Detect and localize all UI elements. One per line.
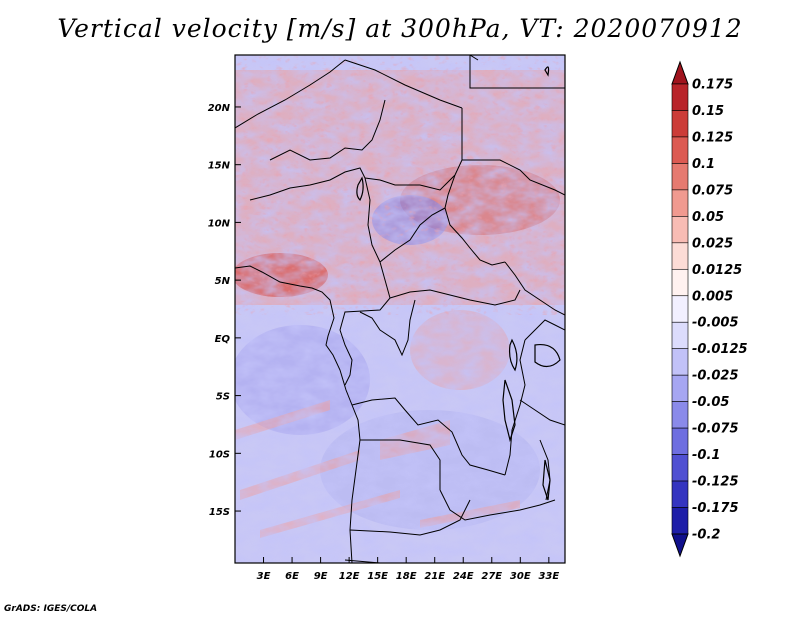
colorbar-label: -0.175 — [692, 501, 739, 516]
colorbar-label: 0.175 — [692, 78, 733, 93]
colorbar: 0.175 0.15 0.125 0.1 0.075 0.05 0.025 0.0125 0.0… — [671, 60, 748, 558]
lat-tick-label: EQ — [215, 334, 231, 345]
border-gabon-congo — [339, 329, 353, 386]
lon-tick-label: 24E — [453, 571, 474, 582]
lon-tick-label: 9E — [314, 571, 328, 582]
grads-credit: GrADS: IGES/COLA — [4, 604, 98, 614]
lake-albert — [508, 338, 518, 372]
colorbar-swatch — [671, 110, 689, 138]
coastline-west — [235, 265, 361, 563]
colorbar-swatch — [671, 348, 689, 376]
lat-tick-label: 10S — [209, 449, 230, 460]
border-burkina-ghana — [249, 167, 366, 201]
colorbar-swatch — [671, 295, 689, 323]
colorbar-label: -0.005 — [692, 316, 739, 331]
colorbar-label: 0.125 — [692, 130, 733, 145]
lake-malawi — [542, 459, 551, 501]
colorbar-swatch — [671, 480, 689, 508]
border-niger-nigeria — [364, 174, 456, 191]
border-tanzania — [519, 399, 565, 426]
colorbar-swatch — [671, 401, 689, 429]
border-chad-car — [444, 174, 506, 266]
colorbar-label: -0.05 — [692, 395, 729, 410]
colorbar-swatch — [671, 189, 689, 217]
lake-victoria — [534, 343, 561, 368]
colorbar-label: -0.075 — [692, 422, 739, 437]
colorbar-label: 0.05 — [692, 210, 724, 225]
colorbar-swatch — [671, 268, 689, 297]
colorbar-swatch — [671, 374, 689, 402]
border-benin-nigeria — [364, 177, 381, 263]
lon-tick-label: 6E — [285, 571, 299, 582]
colorbar-top-arrow — [671, 60, 689, 85]
lat-tick-label: 10N — [208, 218, 231, 229]
latitude-axis: 20N 15N 10N 5N EQ 5S 10S 15S — [208, 103, 241, 518]
lat-tick-label: 20N — [208, 103, 231, 114]
lon-tick-label: 30E — [510, 571, 531, 582]
colorbar-label: 0.075 — [692, 183, 733, 198]
colorbar-label: -0.0125 — [692, 342, 748, 357]
border-angola-zambia — [360, 439, 441, 490]
chart-title: Vertical velocity [m/s] at 300hPa, VT: 2… — [57, 14, 743, 43]
map-frame — [234, 54, 566, 564]
colorbar-swatch — [671, 83, 689, 111]
border-drc-angola — [351, 397, 506, 476]
lakes — [356, 66, 561, 501]
border-libya-egypt — [469, 55, 565, 89]
colorbar-swatch — [671, 163, 689, 191]
lat-tick-label: 15N — [208, 161, 231, 172]
colorbar-swatch — [671, 136, 689, 164]
colorbar-swatch — [671, 321, 689, 350]
border-car-southsudan — [504, 261, 565, 316]
lon-tick-label: 3E — [257, 571, 271, 582]
lon-tick-label: 27E — [481, 571, 502, 582]
border-zambia-zimbabwe — [439, 489, 556, 521]
colorbar-swatch — [671, 507, 689, 535]
colorbar-label: 0.1 — [692, 157, 715, 172]
colorbar-bottom-arrow — [671, 533, 689, 558]
border-nw-fragment — [469, 55, 479, 61]
border-mali-niger — [269, 99, 386, 161]
colorbar-swatch — [671, 242, 689, 270]
colorbar-label: 0.025 — [692, 236, 733, 251]
lon-tick-label: 21E — [424, 571, 445, 582]
border-car-drc — [389, 289, 521, 306]
border-malawi — [539, 439, 551, 501]
colorbar-swatch — [671, 427, 689, 455]
colorbar-label: 0.0125 — [692, 263, 742, 278]
colorbar-swatch — [671, 454, 689, 482]
longitude-axis: 3E 6E 9E 12E 15E 18E 21E 24E 27E 30E 33E — [257, 557, 559, 582]
border-algeria-niger — [344, 59, 463, 109]
country-borders — [235, 55, 565, 563]
colorbar-label: -0.125 — [692, 475, 739, 490]
colorbar-label: 0.15 — [692, 104, 724, 119]
border-chad-sudan — [462, 159, 565, 196]
velocity-field — [235, 55, 565, 563]
colorbar-label: -0.2 — [692, 528, 720, 543]
lake-chad — [356, 176, 364, 202]
lat-tick-label: 15S — [209, 507, 230, 518]
lake-tanganyika — [502, 379, 516, 443]
lat-tick-label: 5S — [216, 392, 230, 403]
border-namibia-angola — [349, 499, 471, 536]
lon-tick-label: 15E — [367, 571, 388, 582]
border-drc-east — [504, 339, 526, 476]
border-nigeria-cameroon — [379, 207, 446, 263]
lon-tick-label: 12E — [339, 571, 360, 582]
lat-tick-label: 5N — [215, 276, 231, 287]
lon-tick-label: 33E — [538, 571, 559, 582]
colorbar-label: 0.005 — [692, 289, 733, 304]
border-algeria-mali — [235, 59, 346, 129]
border-cameroon-gabon — [339, 261, 391, 331]
lon-tick-label: 18E — [396, 571, 417, 582]
border-congo-drc — [359, 299, 416, 357]
border-uganda-kenya — [524, 319, 565, 341]
colorbar-label: -0.025 — [692, 369, 739, 384]
colorbar-swatch — [671, 216, 689, 244]
colorbar-label: -0.1 — [692, 448, 720, 463]
nile-delta — [544, 66, 550, 77]
